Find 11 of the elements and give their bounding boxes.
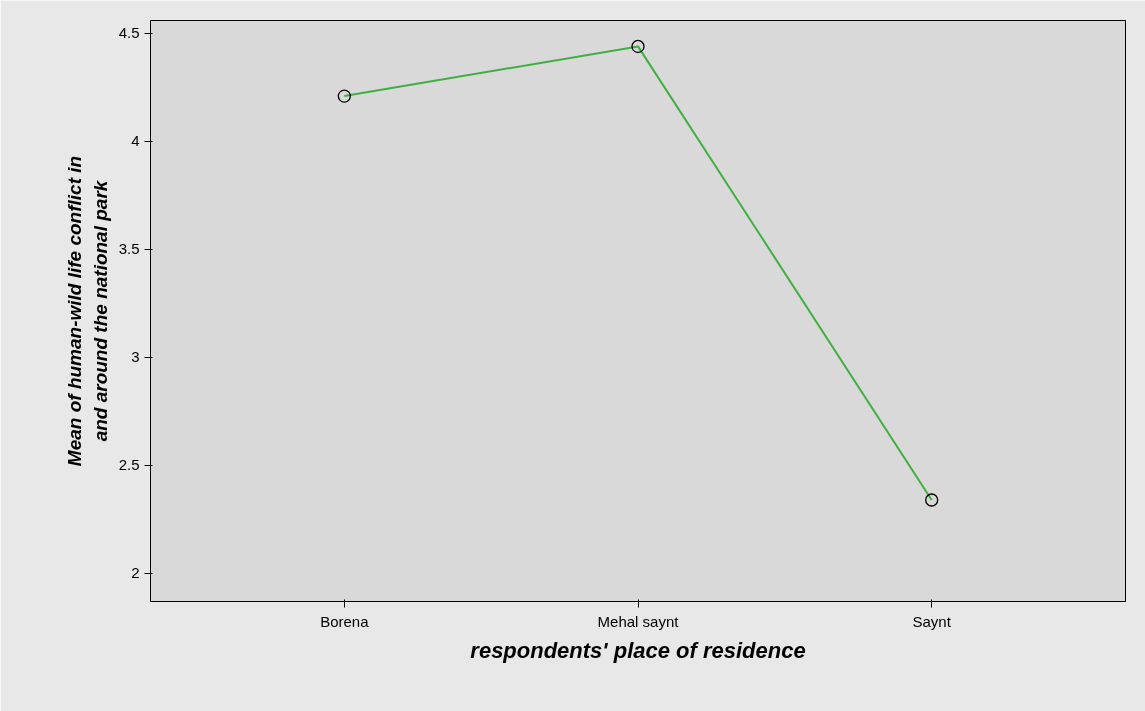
y-tick-label: 3 [131, 348, 140, 366]
y-tick-label: 4.5 [118, 24, 140, 42]
y-tick-label: 4 [131, 132, 140, 150]
x-tick-label: Borena [320, 612, 370, 630]
y-tick-label: 2 [131, 564, 140, 582]
y-tick-label: 2.5 [118, 456, 140, 474]
x-tick-label: Saynt [912, 612, 952, 630]
x-tick-label: Mehal saynt [597, 612, 680, 630]
x-axis-title: respondents' place of residence [470, 637, 806, 663]
y-axis-title: Mean of human-wild life conflict in and around the national park [64, 155, 111, 467]
y-tick-label: 3.5 [118, 240, 140, 258]
